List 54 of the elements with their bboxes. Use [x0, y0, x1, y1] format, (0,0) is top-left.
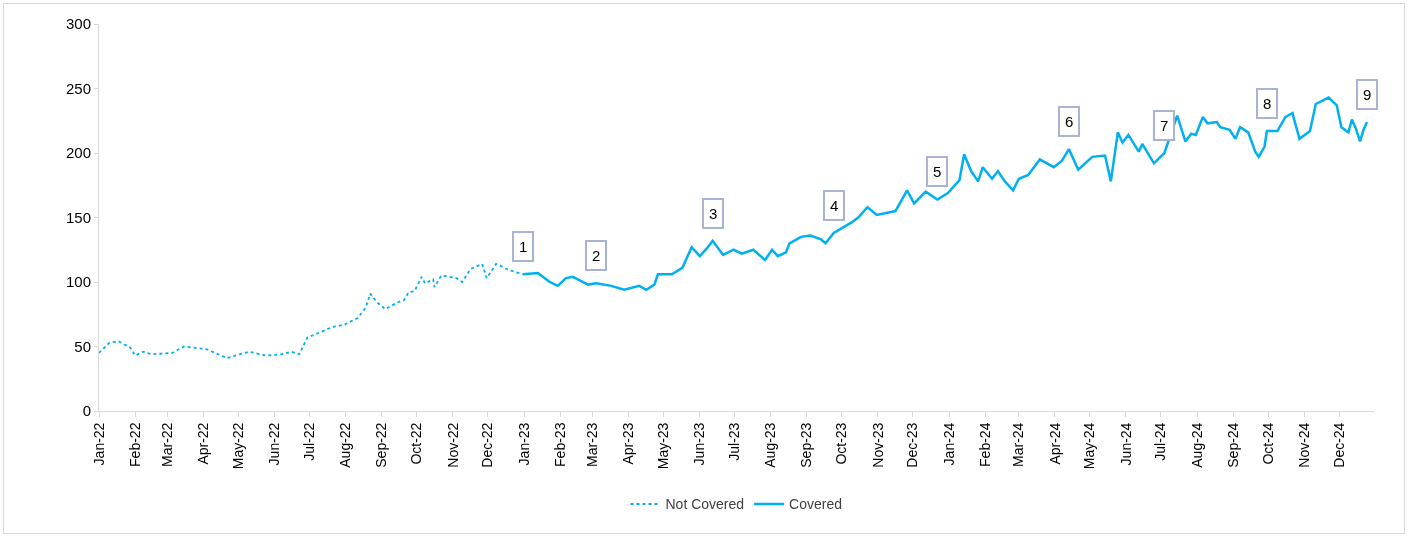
x-tick-label: Nov-22 — [444, 422, 461, 468]
x-tick-label: Oct-22 — [408, 422, 425, 465]
y-tick-label: 150 — [65, 208, 91, 226]
y-tick-label: 0 — [82, 402, 91, 420]
x-tick-label: Mar-23 — [584, 422, 601, 467]
annotation: 4 — [830, 197, 839, 214]
x-tick-label: Apr-23 — [620, 422, 637, 465]
x-tick-label: Jan-23 — [515, 422, 532, 466]
y-tick-label: 50 — [74, 337, 91, 355]
annotation: 7 — [1160, 117, 1169, 134]
x-tick-label: Mar-22 — [159, 422, 176, 467]
x-tick-label: May-22 — [230, 422, 247, 470]
x-tick-label: Aug-24 — [1188, 422, 1205, 468]
x-tick-label: Oct-24 — [1259, 422, 1276, 465]
legend-label: Covered — [789, 496, 843, 513]
x-tick-label: May-24 — [1081, 422, 1098, 470]
x-tick-label: Sep-24 — [1224, 422, 1241, 468]
x-tick-label: Sep-23 — [798, 422, 815, 468]
x-tick-label: Jan-24 — [940, 422, 957, 466]
x-tick-label: Nov-23 — [869, 422, 886, 468]
x-tick-label: Dec-24 — [1330, 422, 1347, 468]
x-tick-label: Jun-24 — [1117, 422, 1134, 466]
y-tick-label: 300 — [65, 15, 91, 33]
x-tick-label: Dec-22 — [479, 422, 496, 468]
x-tick-label: Jun-22 — [266, 422, 283, 466]
x-tick-label: Jul-22 — [301, 422, 318, 461]
annotation: 9 — [1363, 86, 1372, 103]
annotation: 8 — [1263, 95, 1272, 112]
x-tick-label: Feb-24 — [976, 422, 993, 467]
x-tick-label: Nov-24 — [1295, 422, 1312, 468]
x-tick-label: Aug-23 — [762, 422, 779, 468]
x-tick-label: May-23 — [655, 422, 672, 470]
annotation: 5 — [933, 163, 942, 180]
y-tick-label: 100 — [65, 273, 91, 291]
x-tick-label: Jul-24 — [1152, 422, 1169, 461]
annotation: 3 — [709, 205, 718, 222]
annotation: 1 — [519, 238, 528, 255]
y-tick-label: 200 — [65, 144, 91, 162]
x-tick-label: Sep-22 — [373, 422, 390, 468]
x-tick-label: Mar-24 — [1010, 422, 1027, 467]
y-tick-label: 250 — [65, 79, 91, 97]
x-tick-label: Dec-23 — [904, 422, 921, 468]
x-tick-label: Feb-22 — [126, 422, 143, 467]
x-tick-label: Oct-23 — [833, 422, 850, 465]
x-tick-label: Feb-23 — [551, 422, 568, 467]
x-tick-label: Jun-23 — [691, 422, 708, 466]
x-tick-label: Jan-22 — [90, 422, 107, 466]
x-tick-label: Apr-24 — [1046, 422, 1063, 465]
annotation: 6 — [1065, 113, 1074, 130]
x-tick-label: Aug-22 — [337, 422, 354, 468]
legend-label: Not Covered — [665, 496, 745, 513]
x-tick-label: Apr-22 — [195, 422, 212, 465]
x-tick-label: Jul-23 — [726, 422, 743, 461]
annotation: 2 — [592, 247, 601, 264]
